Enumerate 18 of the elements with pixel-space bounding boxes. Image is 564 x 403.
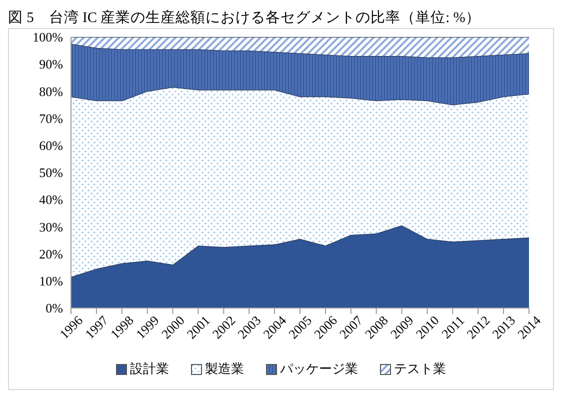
legend-label: パッケージ業 — [280, 361, 358, 378]
legend-label: 製造業 — [205, 361, 244, 378]
x-tick-label: 2011 — [438, 312, 468, 342]
legend-label: 設計業 — [130, 361, 169, 378]
legend-label: テスト業 — [394, 361, 446, 378]
y-tick-label: 50% — [39, 165, 64, 180]
chart-title: 図 5 台湾 IC 産業の生産総額における各セグメントの比率（単位: %） — [8, 8, 482, 28]
y-tick-label: 60% — [39, 138, 64, 154]
y-tick-label: 90% — [39, 56, 64, 72]
y-tick-label: 80% — [39, 84, 64, 99]
y-tick-label: 70% — [39, 110, 64, 126]
y-tick-label: 20% — [39, 246, 64, 262]
y-tick-label: 10% — [39, 274, 64, 289]
y-tick-label: 0% — [46, 300, 64, 316]
y-tick-label: 100% — [32, 30, 64, 45]
y-tick-label: 40% — [39, 192, 64, 208]
x-tick-label: 2001 — [184, 312, 213, 342]
y-tick-label: 30% — [39, 219, 64, 234]
